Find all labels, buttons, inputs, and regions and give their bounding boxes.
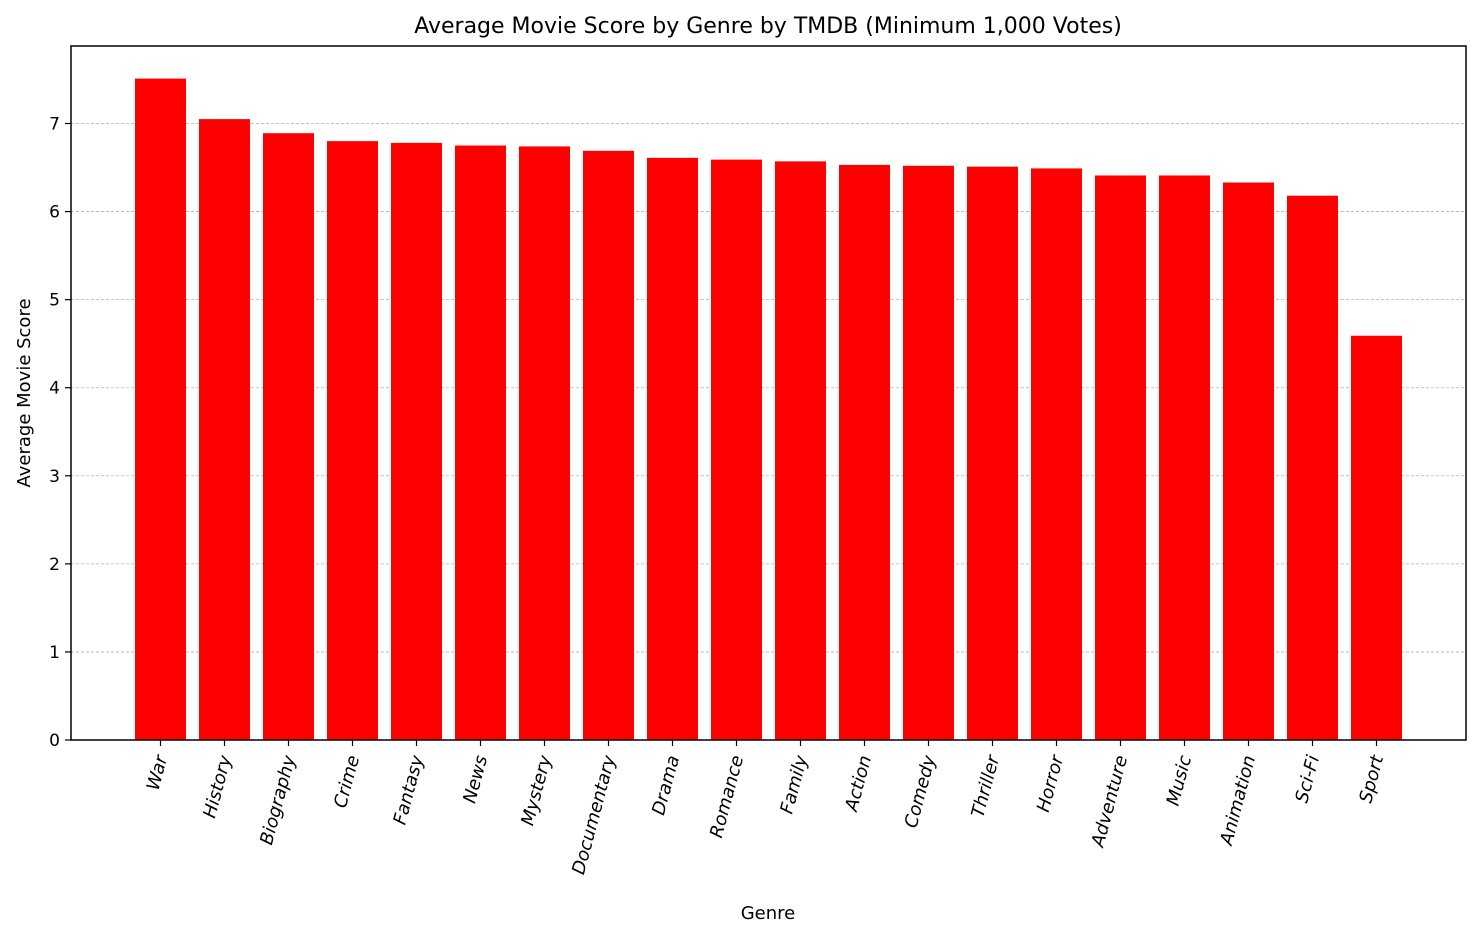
bar-family bbox=[775, 161, 826, 740]
x-tick-label: Adventure bbox=[1087, 753, 1132, 850]
chart-title: Average Movie Score by Genre by TMDB (Mi… bbox=[414, 14, 1122, 39]
bar-music bbox=[1159, 175, 1210, 740]
x-tick-label: History bbox=[199, 753, 236, 821]
x-tick-label: Thriller bbox=[967, 752, 1004, 820]
y-tick-label: 7 bbox=[49, 115, 60, 135]
bar-animation bbox=[1223, 183, 1274, 740]
bar-crime bbox=[327, 141, 378, 740]
bar-drama bbox=[647, 158, 698, 740]
x-tick-label: Music bbox=[1163, 753, 1197, 808]
bar-romance bbox=[711, 160, 762, 740]
bar-thriller bbox=[967, 167, 1018, 740]
bar-documentary bbox=[583, 151, 634, 740]
bar-news bbox=[455, 146, 506, 740]
y-tick-label: 6 bbox=[49, 203, 60, 223]
bar-sport bbox=[1351, 336, 1402, 740]
y-tick-label: 0 bbox=[49, 731, 60, 751]
x-tick-label: War bbox=[143, 752, 173, 793]
bar-horror bbox=[1031, 168, 1082, 740]
x-tick-label: Sport bbox=[1355, 752, 1388, 805]
x-axis: War History Biography Crime Fantasy News Myste… bbox=[143, 740, 1389, 877]
x-axis-label: Genre bbox=[741, 903, 796, 924]
bar-fantasy bbox=[391, 143, 442, 740]
y-tick-label: 1 bbox=[49, 643, 60, 663]
x-tick-label: Crime bbox=[330, 753, 364, 810]
x-tick-label: Action bbox=[841, 753, 876, 814]
x-tick-label: Horror bbox=[1033, 752, 1069, 815]
bar-comedy bbox=[903, 166, 954, 740]
x-tick-label: Drama bbox=[648, 753, 684, 817]
y-axis: 0 1 2 3 4 5 6 7 bbox=[49, 115, 71, 751]
y-tick-label: 2 bbox=[49, 555, 60, 575]
bar-sci-fi bbox=[1287, 196, 1338, 740]
x-tick-label: Sci-Fi bbox=[1291, 753, 1324, 805]
y-axis-label: Average Movie Score bbox=[14, 298, 35, 487]
bar-mystery bbox=[519, 146, 570, 740]
bars bbox=[135, 79, 1402, 740]
bar-war bbox=[135, 79, 186, 740]
bar-adventure bbox=[1095, 175, 1146, 740]
bar-action bbox=[839, 165, 890, 740]
y-tick-label: 4 bbox=[49, 379, 60, 399]
x-tick-label: Comedy bbox=[901, 753, 941, 831]
x-tick-label: News bbox=[459, 753, 492, 805]
y-tick-label: 3 bbox=[49, 467, 60, 487]
y-tick-label: 5 bbox=[49, 291, 60, 311]
x-tick-label: Family bbox=[776, 753, 812, 816]
x-tick-label: Fantasy bbox=[390, 753, 429, 827]
bar-history bbox=[199, 119, 250, 740]
x-tick-label: Documentary bbox=[568, 753, 620, 877]
x-tick-label: Biography bbox=[256, 753, 300, 847]
x-tick-label: Mystery bbox=[517, 753, 556, 828]
x-tick-label: Romance bbox=[706, 753, 748, 840]
x-tick-label: Animation bbox=[1216, 753, 1260, 848]
bar-biography bbox=[263, 133, 314, 740]
